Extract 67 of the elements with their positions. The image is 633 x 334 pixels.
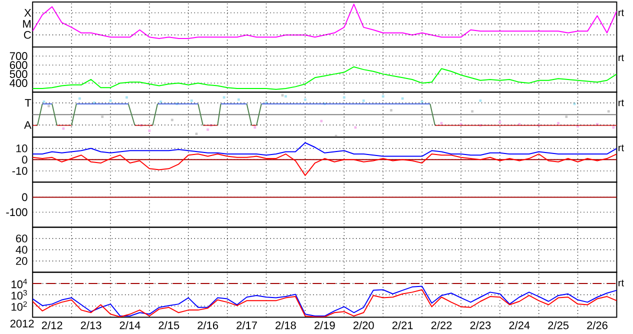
x-tick-label: 2/16 [198, 321, 218, 330]
point [148, 129, 151, 132]
x-tick-label: 2/12 [42, 321, 62, 330]
x-tick-label: 2/22 [431, 321, 452, 330]
point [382, 95, 384, 98]
y-tick-label: 10 [16, 144, 28, 152]
text: M [23, 20, 31, 28]
y-tick-label: 60 [16, 234, 28, 242]
point [206, 128, 210, 131]
point [78, 97, 81, 100]
text: X [24, 9, 32, 17]
text: rt [618, 280, 624, 286]
point [362, 99, 365, 102]
y-tick-label: 10$^{4}$ [12, 278, 28, 288]
y-tick-label: 400 [10, 79, 28, 87]
text: C [24, 30, 31, 39]
point [471, 110, 474, 113]
point [479, 99, 482, 102]
text: rt [618, 100, 624, 106]
y-tick-label: 10$^{2}$ [12, 301, 27, 311]
point [190, 99, 193, 102]
point [237, 98, 240, 101]
x-tick-label: 2/18 [276, 321, 296, 330]
point [390, 109, 392, 112]
point [498, 120, 502, 124]
point [170, 118, 174, 122]
text: rt [618, 10, 624, 16]
point [48, 104, 50, 108]
x-tick-label: 2/21 [392, 321, 413, 330]
text: rt [618, 144, 624, 152]
x-tick-label: 2/14 [120, 321, 140, 330]
point [573, 102, 576, 106]
x-tick-label: 2/24 [509, 321, 530, 330]
point [401, 97, 404, 100]
y-tick-label: 0 [22, 193, 28, 202]
point [281, 94, 284, 97]
point [195, 132, 198, 136]
x-tick-label: 2/20 [353, 321, 374, 330]
point [320, 120, 323, 122]
point [440, 122, 443, 124]
y-tick-label: 0 [22, 156, 28, 164]
y-tick-label: 500 [10, 70, 28, 78]
y-tick-label: 40 [16, 246, 28, 254]
x-tick-label: 2/15 [158, 321, 180, 330]
x-tick-label: 2/23 [470, 321, 491, 330]
x-tick-label: 2/26 [587, 321, 608, 330]
point [334, 134, 338, 138]
y-tick-label: 20 [16, 257, 28, 265]
point [62, 127, 65, 130]
x-tick-label: 2/25 [548, 321, 569, 330]
point [109, 99, 112, 102]
x-tick-label: 2/19 [314, 321, 335, 330]
y-tick-label: -100 [6, 208, 28, 216]
x-axis-title: 2012 [10, 320, 34, 328]
x-tick-label: 2/17 [236, 321, 257, 330]
point [607, 110, 610, 113]
point [222, 96, 226, 99]
y-tick-label: 10$^{3}$ [12, 290, 27, 300]
y-tick-label: 600 [10, 61, 28, 69]
text: A [24, 121, 32, 129]
y-tick-label: 700 [10, 52, 28, 60]
text: T [24, 99, 32, 107]
point [304, 98, 306, 101]
point [342, 96, 346, 99]
text: rt [618, 54, 624, 62]
y-tick-label: -10 [12, 167, 28, 175]
x-tick-label: 2/13 [80, 321, 102, 330]
